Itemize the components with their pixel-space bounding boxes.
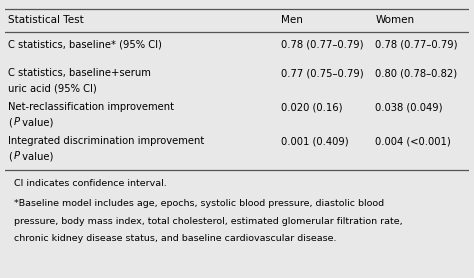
Text: Women: Women [375, 16, 415, 26]
Text: 0.78 (0.77–0.79): 0.78 (0.77–0.79) [375, 39, 458, 49]
Text: Net-reclassification improvement: Net-reclassification improvement [9, 102, 174, 112]
Text: 0.77 (0.75–0.79): 0.77 (0.75–0.79) [281, 68, 364, 78]
Text: C statistics, baseline+serum: C statistics, baseline+serum [9, 68, 151, 78]
Text: 0.80 (0.78–0.82): 0.80 (0.78–0.82) [375, 68, 457, 78]
Text: (: ( [9, 117, 12, 127]
Text: uric acid (95% CI): uric acid (95% CI) [9, 83, 97, 93]
Text: Statistical Test: Statistical Test [9, 16, 84, 26]
Text: (: ( [9, 151, 12, 161]
Text: pressure, body mass index, total cholesterol, estimated glomerular filtration ra: pressure, body mass index, total cholest… [5, 217, 402, 226]
Text: CI indicates confidence interval.: CI indicates confidence interval. [5, 178, 166, 187]
Text: P: P [14, 151, 20, 161]
Text: 0.001 (0.409): 0.001 (0.409) [281, 136, 349, 146]
Text: Integrated discrimination improvement: Integrated discrimination improvement [9, 136, 205, 146]
Text: C statistics, baseline* (95% CI): C statistics, baseline* (95% CI) [9, 39, 162, 49]
Text: 0.78 (0.77–0.79): 0.78 (0.77–0.79) [281, 39, 364, 49]
Text: Men: Men [281, 16, 303, 26]
Text: 0.004 (<0.001): 0.004 (<0.001) [375, 136, 451, 146]
Text: 0.038 (0.049): 0.038 (0.049) [375, 102, 443, 112]
Text: P: P [14, 117, 20, 127]
Text: chronic kidney disease status, and baseline cardiovascular disease.: chronic kidney disease status, and basel… [5, 234, 336, 243]
Text: *Baseline model includes age, epochs, systolic blood pressure, diastolic blood: *Baseline model includes age, epochs, sy… [5, 199, 384, 208]
Text: 0.020 (0.16): 0.020 (0.16) [281, 102, 343, 112]
Text: value): value) [18, 117, 53, 127]
Text: value): value) [18, 151, 53, 161]
